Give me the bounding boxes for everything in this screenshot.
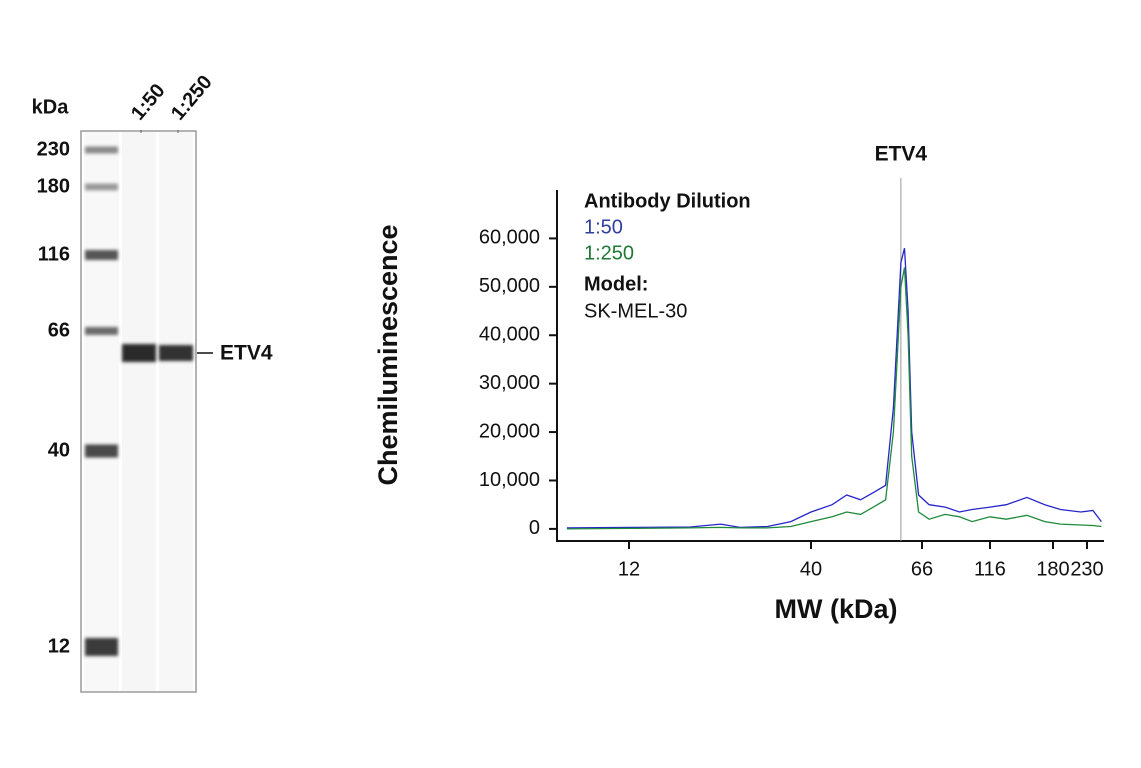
series-line — [566, 247, 1102, 529]
y-tick-label: 60,000 — [479, 227, 540, 249]
sample-band — [122, 344, 156, 362]
legend-title: Antibody Dilution — [584, 190, 751, 212]
mw-label: 116 — [38, 243, 70, 265]
legend-entry: 1:250 — [584, 242, 634, 264]
lane-label: 1:50 — [127, 80, 170, 125]
legend-entry: 1:50 — [584, 216, 623, 238]
y-axis-title: Chemiluminescence — [373, 224, 403, 485]
x-tick-label: 116 — [974, 558, 1006, 580]
ladder-lane — [84, 132, 119, 691]
x-tick-label: 12 — [618, 558, 640, 580]
y-tick-label: 20,000 — [479, 420, 540, 442]
marker-label: ETV4 — [875, 143, 928, 166]
x-tick-label: 230 — [1070, 558, 1103, 580]
mw-label: 180 — [37, 175, 70, 197]
series-line — [566, 267, 1102, 530]
model-label: Model: — [584, 273, 648, 295]
ladder-band — [85, 183, 118, 191]
y-tick-label: 50,000 — [479, 275, 540, 297]
model: SK-MEL-30 — [584, 300, 687, 322]
mw-label: 66 — [48, 319, 70, 341]
mw-label: 230 — [37, 138, 70, 160]
ladder-band — [85, 146, 118, 154]
y-tick-label: 30,000 — [479, 372, 540, 394]
lane — [159, 132, 193, 691]
y-tick-label: 10,000 — [479, 469, 540, 491]
y-tick-label: 0 — [529, 517, 540, 539]
x-axis-title: MW (kDa) — [775, 594, 898, 624]
ladder-band — [85, 638, 118, 656]
y-tick-label: 40,000 — [479, 324, 540, 346]
ladder-band — [85, 250, 118, 260]
mw-label: 40 — [48, 439, 70, 461]
x-tick-label: 40 — [800, 558, 822, 580]
lane — [122, 132, 156, 691]
lane-label: 1:250 — [167, 71, 217, 124]
ladder-band — [85, 444, 118, 458]
x-tick-label: 180 — [1036, 558, 1069, 580]
x-tick-label: 66 — [911, 558, 933, 580]
mw-label: 12 — [48, 635, 70, 657]
unit-label: kDa — [32, 96, 70, 118]
sample-band — [159, 345, 193, 361]
band-label: ETV4 — [220, 342, 273, 365]
ladder-band — [85, 327, 118, 335]
